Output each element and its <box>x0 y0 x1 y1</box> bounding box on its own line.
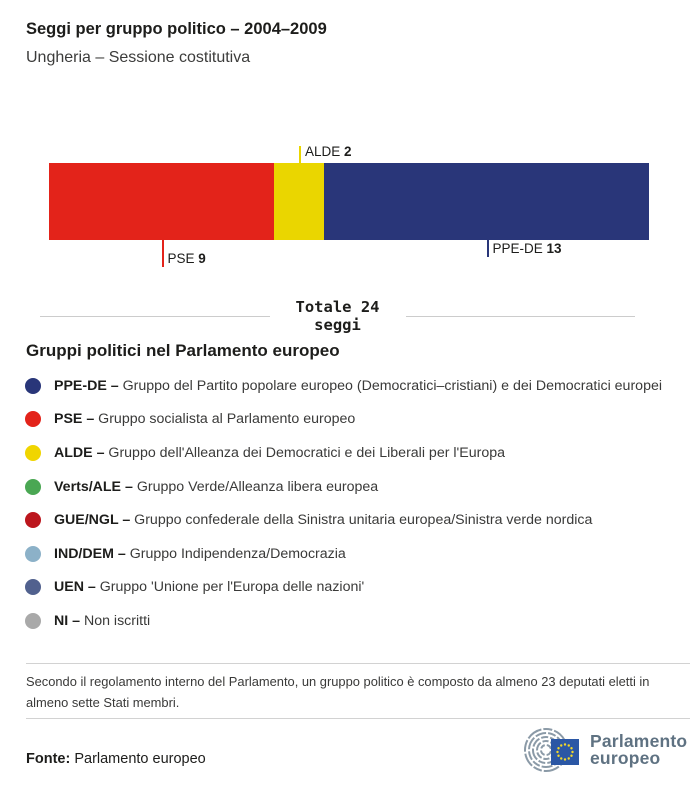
total-separator: Totale 24 seggi <box>40 298 635 335</box>
legend-dash: – <box>121 478 137 495</box>
seats-stacked-bar-chart: PSE 9 ALDE 2 PPE-DE 13 <box>49 144 649 271</box>
legend-label: UEN – Gruppo 'Unione per l'Europa delle … <box>54 579 364 595</box>
bar-segment-alde <box>274 163 324 240</box>
divider-top <box>26 663 690 664</box>
legend-dot-verts-ale <box>25 478 41 495</box>
logo-wordmark: Parlamento europeo <box>590 731 688 768</box>
legend-group-name: Verts/ALE <box>54 478 122 495</box>
callout-tick <box>299 146 301 163</box>
divider-bottom <box>26 718 690 719</box>
legend-row-ppe-de: PPE-DE – Gruppo del Partito popolare eur… <box>25 369 693 403</box>
legend-group-name: GUE/NGL <box>54 512 119 529</box>
total-seats-label: Totale 24 seggi <box>295 298 380 335</box>
eu-parliament-logo: Parlamento europeo <box>521 724 687 776</box>
legend-row-pse: PSE – Gruppo socialista al Parlamento eu… <box>25 403 693 437</box>
legend-dash: – <box>92 444 109 461</box>
legend-group-description: Gruppo 'Unione per l'Europa delle nazion… <box>99 579 365 596</box>
legend-group-name: NI <box>54 612 69 629</box>
legend-label: NI – Non iscritti <box>54 613 150 629</box>
legend-label: IND/DEM – Gruppo Indipendenza/Democrazia <box>54 546 346 562</box>
callout-label: ALDE 2 <box>305 144 352 159</box>
legend-group-name: ALDE <box>54 444 93 461</box>
legend-group-name: PSE <box>54 411 83 428</box>
legend-dot-gue-ngl <box>25 512 41 529</box>
legend-dash: – <box>113 545 130 562</box>
legend-group-description: Gruppo dell'Alleanza dei Democratici e d… <box>108 444 505 461</box>
bar-segment-pse <box>49 163 274 240</box>
legend-dash: – <box>106 377 123 394</box>
legend-heading: Gruppi politici nel Parlamento europeo <box>26 341 340 360</box>
logo-word-1: Parlamento <box>590 731 688 752</box>
source-value: Parlamento europeo <box>74 751 206 767</box>
legend-group-name: UEN <box>54 579 84 596</box>
separator-line-right <box>405 316 635 318</box>
page-subtitle: Ungheria – Sessione costitutiva <box>26 49 251 66</box>
legend-label: PSE – Gruppo socialista al Parlamento eu… <box>54 411 355 427</box>
legend-dot-ppe-de <box>25 377 41 394</box>
footnote-text: Secondo il regolamento interno del Parla… <box>26 674 650 711</box>
legend-dash: – <box>68 612 84 629</box>
legend-group-description: Gruppo Indipendenza/Democrazia <box>129 545 346 562</box>
bar-segment-ppede <box>324 163 649 240</box>
callout-label: PPE-DE 13 <box>492 241 562 256</box>
legend-group-name: IND/DEM <box>54 545 114 562</box>
source-line: Fonte: Parlamento europeo <box>26 751 206 767</box>
legend-group-name: PPE-DE <box>54 377 107 394</box>
legend-dash: – <box>82 411 99 428</box>
legend-label: GUE/NGL – Gruppo confederale della Sinis… <box>54 512 592 528</box>
legend-label: ALDE – Gruppo dell'Alleanza dei Democrat… <box>54 445 505 461</box>
total-line2: seggi <box>314 315 361 334</box>
legend-dash: – <box>118 512 135 529</box>
stacked-bar <box>49 163 649 240</box>
legend-row-ni: NI – Non iscritti <box>25 604 693 638</box>
legend-dot-alde <box>25 444 41 461</box>
legend-row-ind-dem: IND/DEM – Gruppo Indipendenza/Democrazia <box>25 537 693 571</box>
callout-tick <box>486 240 489 257</box>
legend-list: PPE-DE – Gruppo del Partito popolare eur… <box>25 369 693 638</box>
callout-tick <box>161 240 164 267</box>
source-label: Fonte: <box>26 751 71 767</box>
legend-dot-pse <box>25 411 41 428</box>
legend-row-alde: ALDE – Gruppo dell'Alleanza dei Democrat… <box>25 436 693 470</box>
legend-label: PPE-DE – Gruppo del Partito popolare eur… <box>54 378 662 394</box>
legend-dot-ni <box>25 612 41 629</box>
legend-group-description: Gruppo del Partito popolare europeo (Dem… <box>122 377 662 394</box>
legend-dash: – <box>83 579 100 596</box>
legend-group-description: Gruppo Verde/Alleanza libera europea <box>136 478 379 495</box>
separator-line-left <box>40 316 270 318</box>
legend-group-description: Gruppo socialista al Parlamento europeo <box>98 411 356 428</box>
legend-dot-uen <box>25 579 41 596</box>
logo-word-2: europeo <box>590 748 661 768</box>
page-title: Seggi per gruppo politico – 2004–2009 <box>26 20 327 38</box>
total-line1: Totale 24 <box>295 298 380 316</box>
legend-dot-ind-dem <box>25 545 41 562</box>
eu-parliament-hemicycle-icon <box>524 728 579 772</box>
legend-row-uen: UEN – Gruppo 'Unione per l'Europa delle … <box>25 571 693 605</box>
legend-label: Verts/ALE – Gruppo Verde/Alleanza libera… <box>54 479 378 495</box>
legend-row-gue-ngl: GUE/NGL – Gruppo confederale della Sinis… <box>25 503 693 537</box>
legend-row-verts-ale: Verts/ALE – Gruppo Verde/Alleanza libera… <box>25 470 693 504</box>
callout-label: PSE 9 <box>167 251 206 266</box>
legend-group-description: Gruppo confederale della Sinistra unitar… <box>134 512 593 529</box>
legend-group-description: Non iscritti <box>83 612 151 629</box>
